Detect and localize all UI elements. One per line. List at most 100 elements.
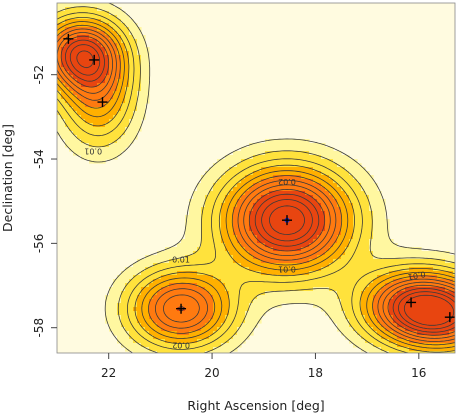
heat-cell [357, 319, 362, 324]
heat-cell [349, 295, 354, 300]
heat-cell [329, 171, 334, 176]
heat-cell [137, 339, 142, 344]
heat-cell [349, 287, 354, 292]
heat-cell [321, 243, 326, 248]
heat-cell [157, 267, 162, 272]
heat-cell [273, 203, 278, 208]
heat-cell [113, 327, 118, 332]
heat-cell [245, 283, 250, 288]
heat-cell [325, 215, 330, 220]
heat-cell [265, 299, 270, 304]
heat-cell [321, 231, 326, 236]
heat-cell [257, 263, 262, 268]
heat-cell [361, 175, 366, 180]
heat-cell [237, 215, 242, 220]
heat-cell [453, 259, 455, 264]
heat-cell [245, 327, 250, 332]
heat-cell [293, 195, 298, 200]
contour-label: 0.01 [278, 265, 296, 274]
heat-cell [365, 287, 370, 292]
heat-cell [269, 171, 274, 176]
heat-cell [81, 107, 86, 112]
heat-cell [173, 263, 178, 268]
heat-cell [293, 199, 298, 204]
heat-cell [89, 83, 94, 88]
heat-cell [161, 287, 166, 292]
heat-cell [245, 167, 250, 172]
heat-cell [357, 167, 362, 172]
heat-cell [113, 131, 118, 136]
heat-cell [145, 259, 150, 264]
heat-cell [229, 243, 234, 248]
heat-cell [109, 11, 114, 16]
heatmap [57, 3, 455, 353]
heat-cell [181, 239, 186, 244]
heat-cell [373, 263, 378, 268]
heat-cell [121, 323, 126, 328]
heat-cell [221, 251, 226, 256]
heat-cell [77, 11, 82, 16]
heat-cell [281, 275, 286, 280]
heat-cell [413, 339, 418, 344]
heat-cell [197, 235, 202, 240]
heat-cell [325, 275, 330, 280]
heat-cell [393, 327, 398, 332]
heat-cell [369, 275, 374, 280]
heat-cell [101, 99, 106, 104]
heat-cell [233, 235, 238, 240]
heat-cell [57, 83, 62, 88]
heat-cell [157, 295, 162, 300]
heat-cell [245, 239, 250, 244]
heat-cell [329, 271, 334, 276]
heat-cell [97, 147, 102, 152]
heat-cell [369, 267, 374, 272]
heat-cell [61, 23, 66, 28]
heat-cell [277, 235, 282, 240]
heat-cell [105, 87, 110, 92]
heat-cell [217, 263, 222, 268]
heat-cell [133, 35, 138, 40]
heat-cell [157, 319, 162, 324]
heat-cell [453, 307, 455, 312]
heat-cell [369, 255, 374, 260]
heat-cell [401, 303, 406, 308]
heat-cell [301, 219, 306, 224]
heat-cell [285, 251, 290, 256]
heat-cell [421, 255, 426, 260]
heat-cell [161, 335, 166, 340]
heat-cell [217, 235, 222, 240]
heat-cell [177, 339, 182, 344]
heat-cell [257, 267, 262, 272]
heat-cell [265, 263, 270, 268]
heat-cell [185, 327, 190, 332]
heat-cell [161, 299, 166, 304]
heat-cell [381, 223, 386, 228]
heat-cell [417, 335, 422, 340]
heat-cell [385, 243, 390, 248]
heat-cell [273, 255, 278, 260]
heat-cell [125, 267, 130, 272]
heat-cell [241, 267, 246, 272]
heat-cell [125, 287, 130, 292]
heat-cell [137, 119, 142, 124]
heat-cell [97, 3, 102, 8]
heat-cell [369, 247, 374, 252]
heat-cell [401, 311, 406, 316]
heat-cell [453, 255, 455, 260]
heat-cell [353, 211, 358, 216]
heat-cell [245, 279, 250, 284]
heat-cell [177, 283, 182, 288]
heat-cell [105, 63, 110, 68]
heat-cell [61, 123, 66, 128]
heat-cell [325, 223, 330, 228]
heat-cell [277, 299, 282, 304]
heat-cell [133, 51, 138, 56]
heat-cell [153, 347, 158, 352]
heat-cell [437, 299, 442, 304]
heat-cell [305, 239, 310, 244]
heat-cell [173, 251, 178, 256]
heat-cell [309, 255, 314, 260]
heat-cell [377, 291, 382, 296]
heat-cell [81, 127, 86, 132]
heat-cell [333, 231, 338, 236]
